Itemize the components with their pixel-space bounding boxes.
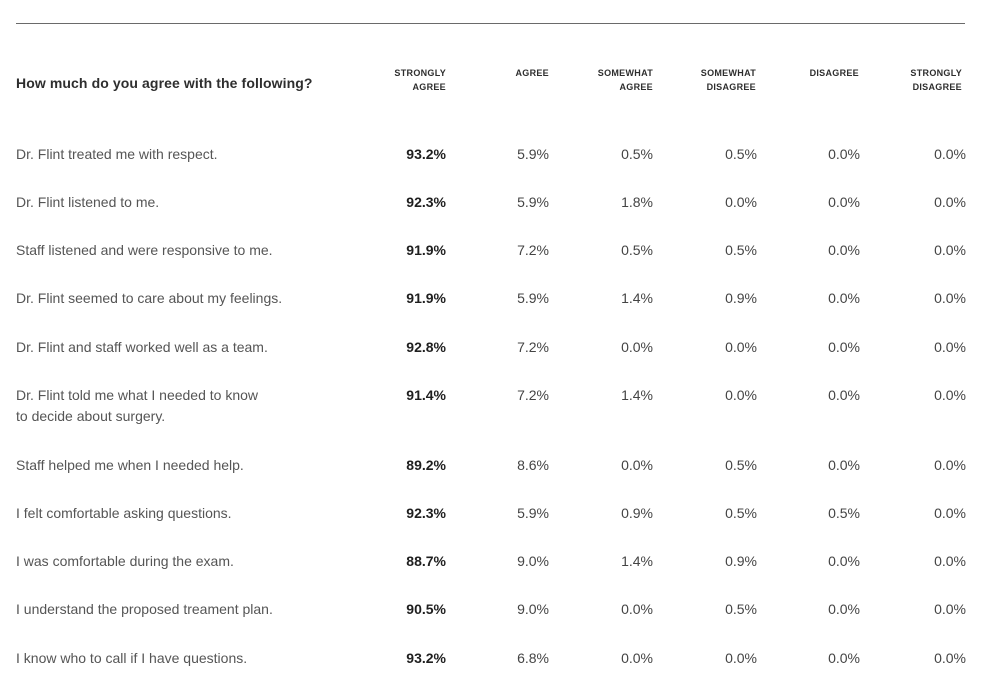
row-statement: I understand the proposed treament plan. xyxy=(16,601,273,617)
cell-strongly-disagree: 0.0% xyxy=(934,457,966,473)
cell-somewhat-disagree: 0.0% xyxy=(725,339,757,355)
cell-agree: 7.2% xyxy=(517,387,549,403)
row-statement: Staff listened and were responsive to me… xyxy=(16,242,273,258)
cell-strongly-agree: 93.2% xyxy=(406,650,446,666)
cell-disagree: 0.5% xyxy=(828,505,860,521)
cell-somewhat-agree: 0.0% xyxy=(621,339,653,355)
col-header-strongly-disagree: STRONGLY DISAGREE xyxy=(910,68,962,92)
table-row: Dr. Flint treated me with respect. 93.2% 5… xyxy=(0,144,984,184)
cell-agree: 7.2% xyxy=(517,339,549,355)
table-row: Dr. Flint listened to me. 92.3% 5.9% 1.8% 0.… xyxy=(0,192,984,232)
cell-somewhat-disagree: 0.0% xyxy=(725,650,757,666)
cell-somewhat-agree: 1.4% xyxy=(621,387,653,403)
cell-strongly-disagree: 0.0% xyxy=(934,650,966,666)
row-statement: Dr. Flint told me what I needed to know … xyxy=(16,387,259,424)
table-row: I was comfortable during the exam. 88.7% 9… xyxy=(0,551,984,591)
survey-question: How much do you agree with the following… xyxy=(16,75,313,91)
cell-strongly-agree: 92.3% xyxy=(406,505,446,521)
cell-somewhat-agree: 1.4% xyxy=(621,553,653,569)
cell-disagree: 0.0% xyxy=(828,650,860,666)
table-row: Dr. Flint told me what I needed to know … xyxy=(0,385,984,425)
cell-strongly-disagree: 0.0% xyxy=(934,339,966,355)
row-statement: I felt comfortable asking questions. xyxy=(16,505,232,521)
cell-somewhat-disagree: 0.5% xyxy=(725,601,757,617)
cell-somewhat-agree: 0.5% xyxy=(621,146,653,162)
cell-somewhat-agree: 0.5% xyxy=(621,242,653,258)
cell-disagree: 0.0% xyxy=(828,339,860,355)
cell-strongly-agree: 88.7% xyxy=(406,553,446,569)
cell-strongly-agree: 93.2% xyxy=(406,146,446,162)
cell-somewhat-agree: 0.0% xyxy=(621,457,653,473)
col-header-agree: AGREE xyxy=(515,68,549,78)
table-row: Staff listened and were responsive to me… xyxy=(0,240,984,280)
cell-somewhat-agree: 0.9% xyxy=(621,505,653,521)
cell-agree: 7.2% xyxy=(517,242,549,258)
cell-somewhat-agree: 0.0% xyxy=(621,650,653,666)
cell-somewhat-disagree: 0.0% xyxy=(725,194,757,210)
cell-strongly-disagree: 0.0% xyxy=(934,601,966,617)
cell-agree: 8.6% xyxy=(517,457,549,473)
table-row: Staff helped me when I needed help. 89.2%… xyxy=(0,455,984,495)
cell-strongly-disagree: 0.0% xyxy=(934,387,966,403)
cell-somewhat-disagree: 0.5% xyxy=(725,505,757,521)
cell-disagree: 0.0% xyxy=(828,194,860,210)
cell-disagree: 0.0% xyxy=(828,457,860,473)
cell-strongly-agree: 91.9% xyxy=(406,242,446,258)
row-statement: Dr. Flint treated me with respect. xyxy=(16,146,218,162)
table-row: I understand the proposed treament plan.… xyxy=(0,599,984,639)
table-row: Dr. Flint and staff worked well as a tea… xyxy=(0,337,984,377)
row-statement: Staff helped me when I needed help. xyxy=(16,457,244,473)
cell-agree: 6.8% xyxy=(517,650,549,666)
cell-disagree: 0.0% xyxy=(828,146,860,162)
cell-agree: 5.9% xyxy=(517,146,549,162)
table-row: I know who to call if I have questions. 9… xyxy=(0,648,984,688)
cell-somewhat-agree: 0.0% xyxy=(621,601,653,617)
cell-strongly-disagree: 0.0% xyxy=(934,290,966,306)
cell-disagree: 0.0% xyxy=(828,290,860,306)
cell-agree: 9.0% xyxy=(517,601,549,617)
cell-strongly-agree: 89.2% xyxy=(406,457,446,473)
cell-strongly-agree: 91.9% xyxy=(406,290,446,306)
table-row: Dr. Flint seemed to care about my feelin… xyxy=(0,288,984,328)
cell-somewhat-disagree: 0.5% xyxy=(725,457,757,473)
row-statement: Dr. Flint seemed to care about my feelin… xyxy=(16,290,283,306)
cell-somewhat-disagree: 0.5% xyxy=(725,146,757,162)
cell-strongly-agree: 90.5% xyxy=(406,601,446,617)
row-statement: I was comfortable during the exam. xyxy=(16,553,234,569)
cell-somewhat-disagree: 0.0% xyxy=(725,387,757,403)
cell-strongly-disagree: 0.0% xyxy=(934,242,966,258)
row-statement: Dr. Flint listened to me. xyxy=(16,194,160,210)
cell-disagree: 0.0% xyxy=(828,242,860,258)
cell-disagree: 0.0% xyxy=(828,601,860,617)
cell-strongly-agree: 92.3% xyxy=(406,194,446,210)
cell-strongly-disagree: 0.0% xyxy=(934,505,966,521)
row-statement: Dr. Flint and staff worked well as a tea… xyxy=(16,339,268,355)
cell-strongly-agree: 92.8% xyxy=(406,339,446,355)
cell-agree: 5.9% xyxy=(517,290,549,306)
cell-agree: 5.9% xyxy=(517,505,549,521)
cell-somewhat-disagree: 0.5% xyxy=(725,242,757,258)
cell-strongly-disagree: 0.0% xyxy=(934,194,966,210)
col-header-disagree: DISAGREE xyxy=(809,68,859,78)
cell-disagree: 0.0% xyxy=(828,387,860,403)
cell-somewhat-disagree: 0.9% xyxy=(725,290,757,306)
cell-agree: 5.9% xyxy=(517,194,549,210)
table-row: I felt comfortable asking questions. 92.3… xyxy=(0,503,984,543)
cell-agree: 9.0% xyxy=(517,553,549,569)
top-divider xyxy=(16,23,965,24)
cell-strongly-disagree: 0.0% xyxy=(934,553,966,569)
col-header-somewhat-agree: SOMEWHAT AGREE xyxy=(597,68,653,92)
col-header-strongly-agree: STRONGLY AGREE xyxy=(394,68,446,92)
cell-somewhat-agree: 1.4% xyxy=(621,290,653,306)
col-header-somewhat-disagree: SOMEWHAT DISAGREE xyxy=(700,68,756,92)
cell-somewhat-agree: 1.8% xyxy=(621,194,653,210)
cell-strongly-agree: 91.4% xyxy=(406,387,446,403)
row-statement: I know who to call if I have questions. xyxy=(16,650,248,666)
cell-disagree: 0.0% xyxy=(828,553,860,569)
cell-somewhat-disagree: 0.9% xyxy=(725,553,757,569)
cell-strongly-disagree: 0.0% xyxy=(934,146,966,162)
